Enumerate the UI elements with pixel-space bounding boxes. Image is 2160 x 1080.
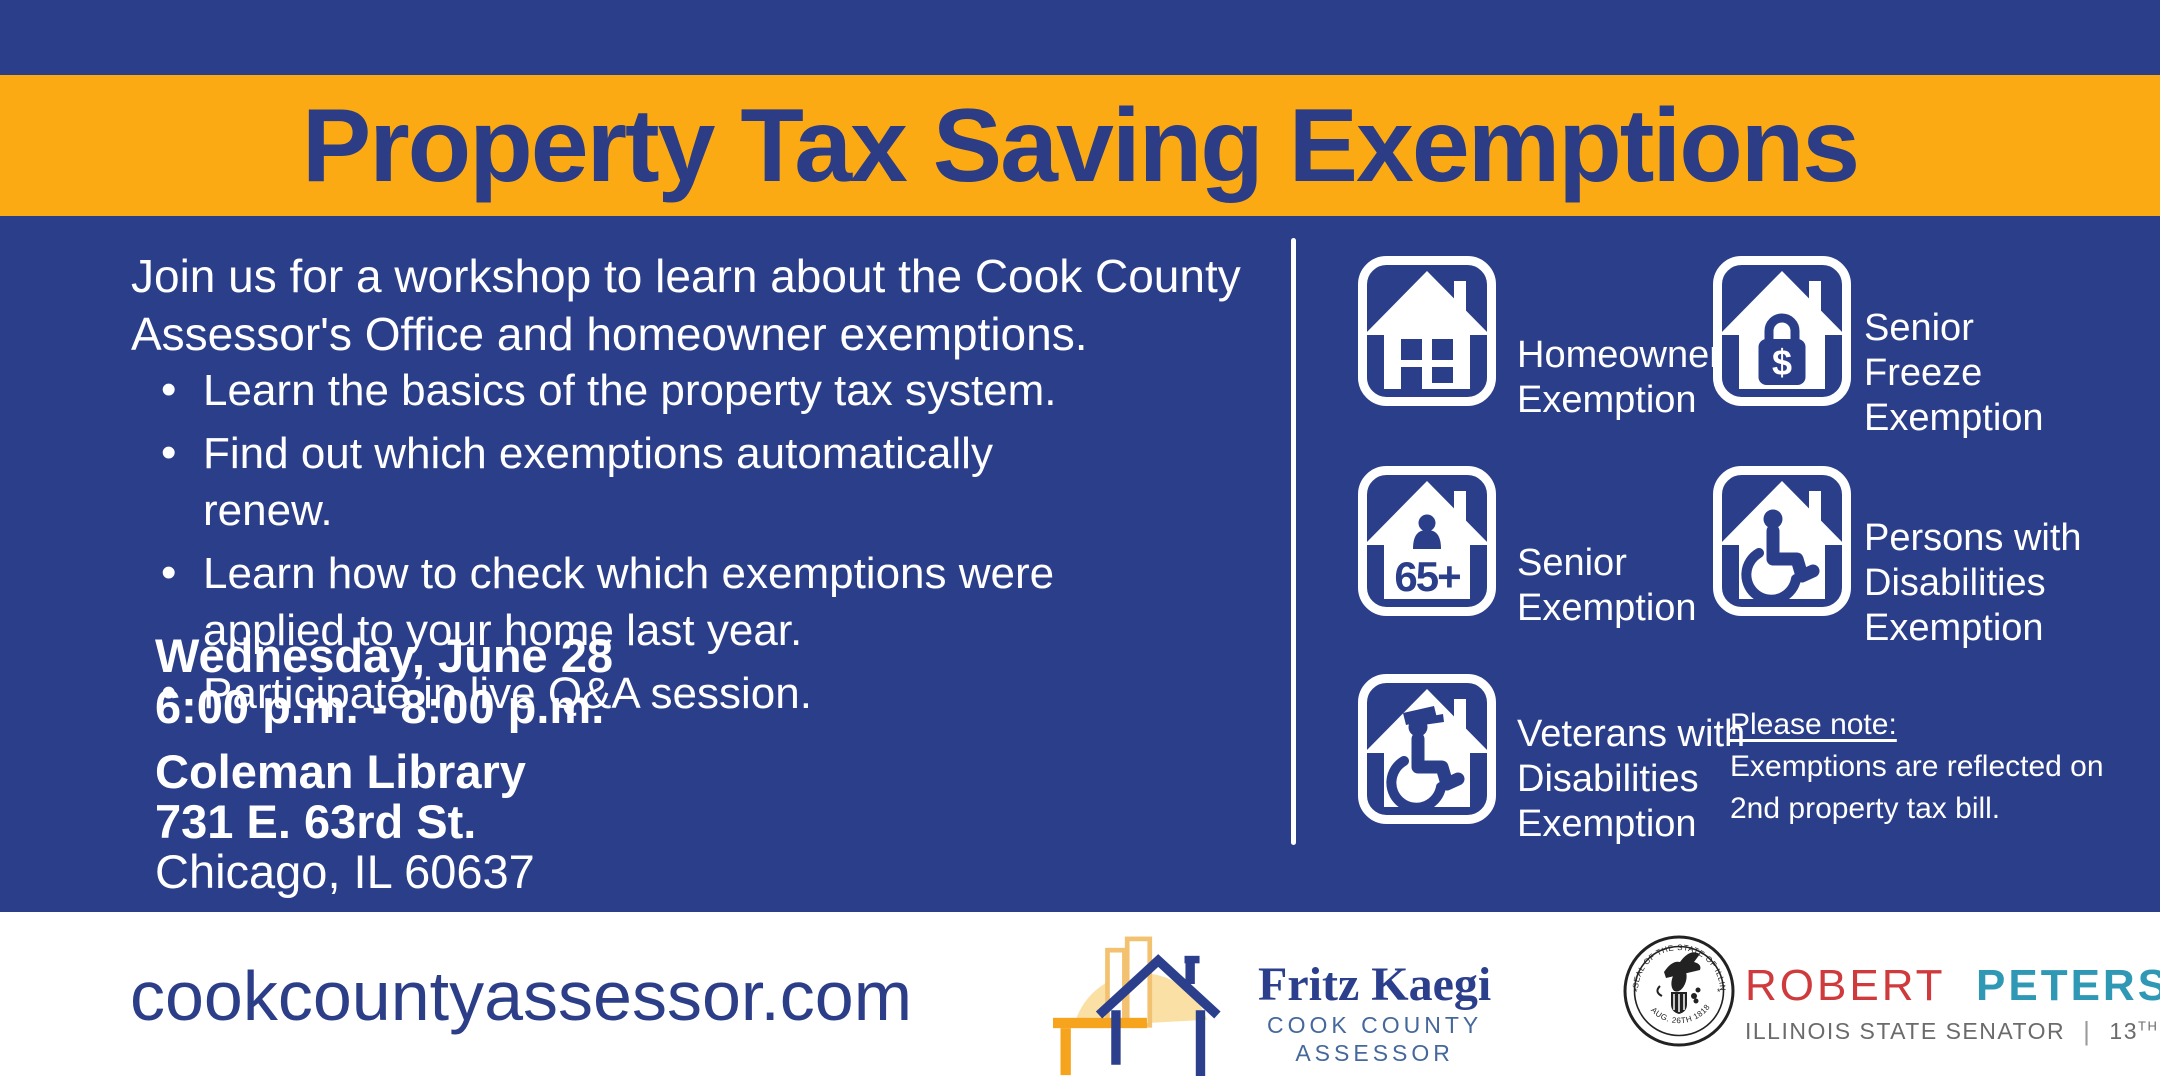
label-line: Persons with — [1864, 517, 2082, 559]
bullet-item: Learn how to check which exemptions were… — [155, 544, 1130, 659]
assessor-office-line: ASSESSOR — [1295, 1040, 1454, 1066]
note-block: Please note: Exemptions are reflected on… — [1730, 704, 2104, 830]
disabilities-exemption-label: Persons with Disabilities Exemption — [1864, 516, 2082, 651]
label-line: Exemption — [1517, 379, 1697, 421]
label-line: Senior — [1517, 542, 1627, 584]
senior-exemption-icon: 65+ — [1357, 465, 1497, 617]
senator-last-name: PETERS — [1976, 961, 2160, 1010]
venue-city: Chicago, IL 60637 — [155, 845, 535, 898]
label-line: Exemption — [1517, 587, 1697, 629]
subtitle-separator: | — [2083, 1016, 2092, 1046]
bullet-item: Participate in live Q&A session. — [155, 664, 1130, 722]
illinois-state-seal-icon: SEAL OF THE STATE OF ILLINOIS AUG. 26TH … — [1622, 934, 1735, 1047]
note-heading: Please note: — [1730, 708, 1897, 741]
senior-freeze-exemption-icon: $ — [1712, 255, 1852, 407]
label-line: Veterans with — [1517, 713, 1746, 755]
senator-role: ILLINOIS STATE SENATOR — [1745, 1018, 2066, 1044]
senior-freeze-exemption-label: Senior Freeze Exemption — [1864, 306, 2044, 441]
top-blue-strip — [0, 0, 2160, 75]
workshop-bullets: Learn the basics of the property tax sys… — [155, 361, 1130, 728]
senior-exemption-label: Senior Exemption — [1517, 541, 1697, 631]
venue-address: 731 E. 63rd St. — [155, 795, 477, 848]
svg-text:*: * — [1717, 987, 1721, 997]
district-number: 13 — [2109, 1018, 2138, 1044]
district-ordinal: TH — [2138, 1018, 2159, 1034]
section-divider — [1291, 238, 1296, 845]
intro-text: Join us for a workshop to learn about th… — [131, 250, 1241, 360]
event-datetime: Wednesday, June 28 6:00 p.m. - 8:00 p.m. — [155, 630, 613, 732]
senator-first-name: ROBERT — [1745, 961, 1945, 1010]
senator-district: 13TH DISTRICT — [2109, 1018, 2160, 1045]
svg-text:*: * — [1634, 987, 1638, 997]
venue-name: Coleman Library — [155, 745, 526, 798]
bullet-item: Learn the basics of the property tax sys… — [155, 361, 1130, 419]
event-time: 6:00 p.m. - 8:00 p.m. — [155, 680, 605, 733]
dollar-badge: $ — [1772, 342, 1792, 383]
label-line: Disabilities — [1864, 562, 2046, 604]
homeowner-exemption-label: Homeowner Exemption — [1517, 333, 1722, 423]
bullet-item: Find out which exemptions automatically … — [155, 424, 1130, 539]
label-line: Disabilities — [1517, 758, 1699, 800]
homeowner-exemption-icon — [1357, 255, 1497, 407]
assessor-name: Fritz Kaegi — [1258, 958, 1492, 1011]
footer — [0, 912, 2160, 1080]
veterans-exemption-label: Veterans with Disabilities Exemption — [1517, 712, 1745, 847]
assessor-office-line: COOK COUNTY — [1267, 1012, 1483, 1038]
note-line: Exemptions are reflected on — [1730, 750, 2104, 783]
age-badge: 65+ — [1394, 553, 1460, 600]
senator-logo-text: ROBERT PETERS ILLINOIS STATE SENATOR | 1… — [1745, 962, 2160, 1047]
assessor-house-logo-icon — [1053, 936, 1221, 1077]
event-location: Coleman Library 731 E. 63rd St. Chicago,… — [155, 747, 535, 897]
veterans-exemption-icon — [1357, 673, 1497, 825]
senator-name: ROBERT PETERS — [1745, 962, 2160, 1010]
note-line: 2nd property tax bill. — [1730, 792, 2001, 825]
senator-subtitle: ILLINOIS STATE SENATOR | 13TH DISTRICT — [1745, 1016, 2160, 1047]
title-banner: Property Tax Saving Exemptions — [0, 75, 2160, 216]
label-line: Exemption — [1864, 397, 2044, 439]
label-line: Homeowner — [1517, 334, 1722, 376]
disabilities-exemption-icon — [1712, 465, 1852, 617]
label-line: Exemption — [1517, 803, 1697, 845]
label-line: Exemption — [1864, 607, 2044, 649]
label-line: Senior — [1864, 307, 1974, 349]
label-line: Freeze — [1864, 352, 1983, 394]
page-title: Property Tax Saving Exemptions — [301, 87, 1860, 204]
website-link[interactable]: cookcountyassessor.com — [130, 957, 913, 1035]
assessor-logo-text: Fritz Kaegi COOK COUNTY ASSESSOR — [1258, 958, 1492, 1067]
event-date: Wednesday, June 28 — [155, 629, 613, 682]
